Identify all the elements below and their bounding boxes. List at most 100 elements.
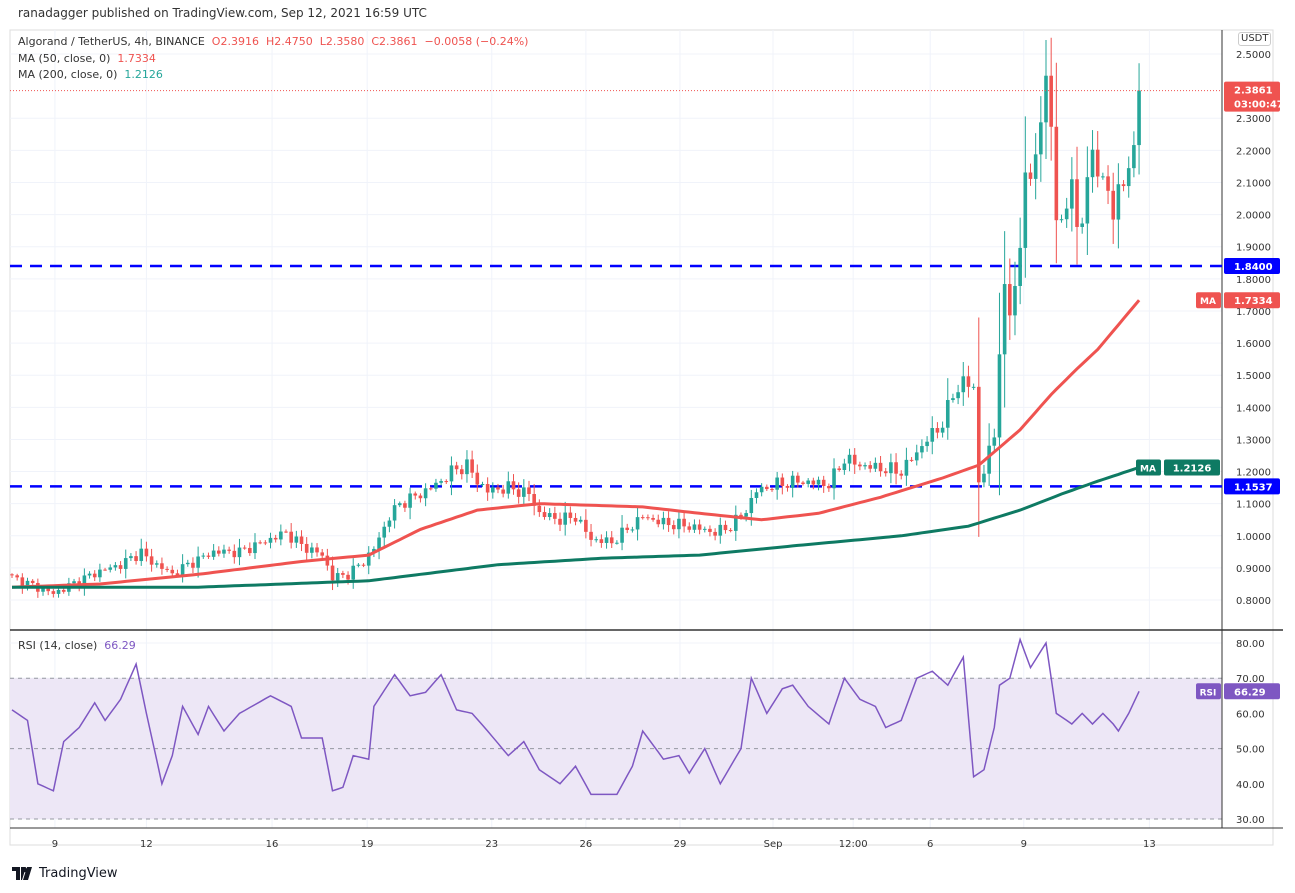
candle-body xyxy=(516,489,521,497)
candle xyxy=(408,487,412,520)
candle-body xyxy=(1028,172,1033,179)
candle xyxy=(10,573,14,578)
candle-body xyxy=(971,386,976,388)
candle-body xyxy=(253,542,257,554)
price-change: −0.0058 (−0.24%) xyxy=(424,35,529,48)
candle xyxy=(108,564,113,573)
candle xyxy=(894,453,898,485)
candle-body xyxy=(935,428,940,433)
price-tick-label: 1.6000 xyxy=(1236,339,1271,350)
candle-body xyxy=(361,564,366,566)
currency-label[interactable]: USDT xyxy=(1238,32,1272,46)
candle xyxy=(630,526,635,533)
candle-body xyxy=(785,485,790,488)
price-tick-label: 2.1000 xyxy=(1236,178,1271,189)
candle xyxy=(1023,116,1028,278)
candle xyxy=(227,546,231,554)
candle-body xyxy=(1039,122,1043,155)
rsi-tick-label: 70.00 xyxy=(1236,674,1265,685)
rsi-legend[interactable]: RSI (14, close) 66.29 xyxy=(18,639,136,652)
candle xyxy=(578,516,583,524)
candle xyxy=(475,464,480,493)
axis-tag-value: 1.1537 xyxy=(1234,482,1273,493)
candle-body xyxy=(1101,176,1105,178)
price-tick-label: 2.2000 xyxy=(1236,146,1271,157)
candle-body xyxy=(806,480,810,484)
candle xyxy=(785,484,790,492)
bar-countdown: 03:00:47 xyxy=(1234,100,1284,111)
candle-body xyxy=(723,524,728,531)
candle xyxy=(341,570,345,579)
price-tick-label: 2.5000 xyxy=(1236,50,1271,61)
candle-body xyxy=(191,562,195,568)
candle xyxy=(904,447,909,486)
candle-body xyxy=(568,512,573,518)
candle xyxy=(1090,130,1095,193)
candle-body xyxy=(449,465,454,482)
candle-body xyxy=(770,489,774,491)
candle xyxy=(821,475,826,493)
tradingview-logo-icon xyxy=(12,867,32,880)
candle-body xyxy=(558,518,562,525)
candle-body xyxy=(501,489,505,494)
candle xyxy=(165,566,169,573)
candle-body xyxy=(1116,184,1121,220)
candle-body xyxy=(56,589,61,594)
candle xyxy=(620,515,624,551)
candle xyxy=(1075,146,1079,265)
candle-body xyxy=(956,392,960,399)
candle xyxy=(1054,62,1059,264)
time-tick-label: 23 xyxy=(485,839,498,850)
candle xyxy=(661,511,666,530)
candle xyxy=(392,499,397,529)
candle-body xyxy=(1111,190,1116,220)
ma200-legend[interactable]: MA (200, close, 0) 1.2126 xyxy=(18,68,163,81)
price-tick-label: 1.1000 xyxy=(1236,500,1271,511)
candle xyxy=(553,506,557,525)
candle-body xyxy=(553,513,557,519)
candle-body xyxy=(61,589,66,592)
candle-body xyxy=(377,537,381,549)
ma50-legend[interactable]: MA (50, close, 0) 1.7334 xyxy=(18,52,156,65)
axis-tag-bg xyxy=(1224,478,1280,495)
candle xyxy=(30,579,35,585)
candle xyxy=(242,545,247,550)
ma50-line xyxy=(11,299,1141,589)
candle-body xyxy=(480,484,485,486)
candle xyxy=(775,471,779,500)
candle-body xyxy=(10,574,14,576)
candle xyxy=(361,563,366,568)
candle-body xyxy=(211,550,216,557)
candle-body xyxy=(790,475,795,488)
candle-body xyxy=(609,537,614,544)
candle-body xyxy=(87,573,92,576)
candle xyxy=(1049,37,1053,161)
ma50-tag-label: MA xyxy=(1200,297,1216,307)
candle-body xyxy=(346,574,350,580)
candle xyxy=(718,517,723,544)
candle-body xyxy=(470,459,474,473)
ma200-value-tag-bg xyxy=(1164,459,1220,476)
candle xyxy=(470,450,474,479)
candle-body xyxy=(878,462,883,472)
candle-body xyxy=(434,482,438,489)
candle-body xyxy=(485,484,490,493)
candle-body xyxy=(20,577,25,587)
candle xyxy=(589,524,593,547)
candle xyxy=(868,461,873,473)
candle xyxy=(268,532,273,549)
rsi-tag-bg xyxy=(1196,683,1221,700)
candle xyxy=(299,530,304,552)
candle-body xyxy=(30,580,35,583)
candle xyxy=(356,563,361,568)
candle-body xyxy=(599,539,604,543)
rsi-line xyxy=(11,637,1140,796)
candle xyxy=(692,519,697,533)
candle xyxy=(899,470,904,480)
candle-body xyxy=(780,477,785,486)
candle-body xyxy=(1137,90,1141,146)
tradingview-logo[interactable]: TradingView xyxy=(12,866,118,881)
rsi-value: 66.29 xyxy=(104,639,136,652)
candle-body xyxy=(175,573,180,576)
